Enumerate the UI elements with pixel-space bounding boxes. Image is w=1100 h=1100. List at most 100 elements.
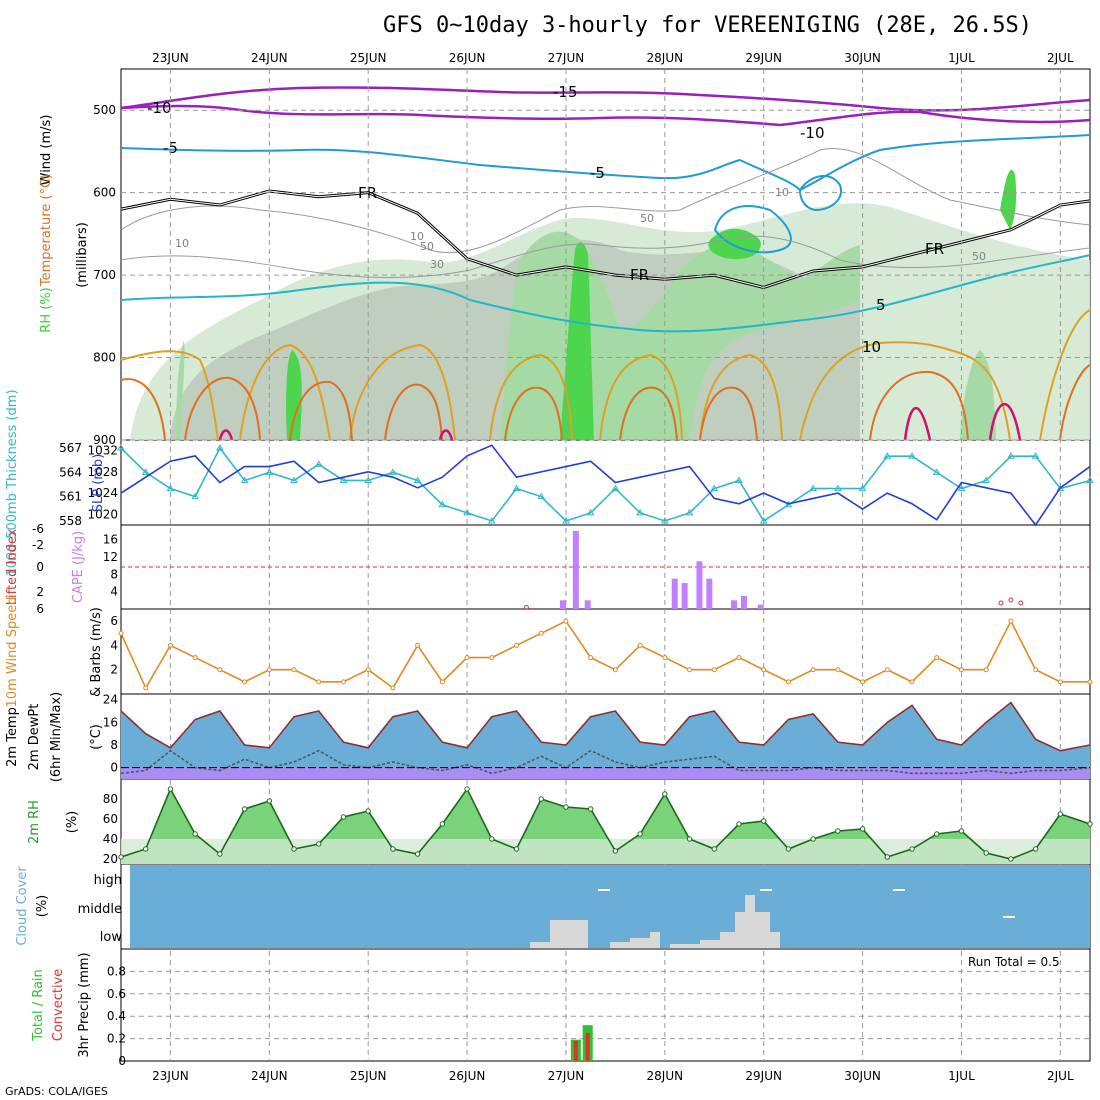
thickness-line-point — [512, 484, 521, 492]
cape-bar — [559, 600, 566, 609]
top-day-label: 29JUN — [745, 51, 782, 65]
thickness-line-point — [562, 516, 570, 524]
wind-speed-line-point — [439, 679, 445, 685]
wind-speed-line-point — [1057, 679, 1063, 685]
wind-speed-line-point — [711, 667, 717, 673]
contour-label: -5 — [590, 164, 605, 182]
thickness-line-point — [908, 452, 916, 459]
slp-series — [117, 444, 1094, 527]
wind-speed-line-point — [167, 642, 173, 648]
cape-bar — [696, 561, 703, 609]
wind-speed-line-point — [588, 655, 594, 661]
wind-speed-line-point — [637, 642, 643, 648]
axis-labels: 5006007008009001020102410281032558561564… — [32, 103, 126, 1068]
precip-panel — [120, 948, 1091, 1062]
thickness-line-point — [809, 484, 818, 492]
bottom-day-label: 24JUN — [251, 1069, 288, 1083]
bottom-day-label: 27JUN — [548, 1069, 585, 1083]
thickness-line-point — [191, 492, 200, 500]
thickness-line-point — [265, 468, 274, 475]
thickness-tick: 561 — [59, 490, 82, 504]
precip-series — [570, 1025, 593, 1061]
rh-line-point — [266, 798, 273, 804]
rh-tick: 20 — [103, 852, 118, 866]
wind-speed-line-point — [1008, 618, 1014, 624]
temp2m-axis-label: 2m Temp — [5, 707, 20, 767]
contour-label: 10 — [410, 230, 424, 243]
wind-speed-line-point — [761, 667, 767, 673]
wind10m-axis-label: 10m Wind Speed — [5, 597, 20, 708]
bottom-day-label: 1JUL — [948, 1069, 975, 1083]
li-point — [523, 605, 529, 610]
wind-speed-line-point — [934, 655, 940, 661]
wind-speed-line-point — [909, 679, 915, 685]
cape-bar — [757, 604, 764, 609]
pressure-axis-label: (millibars) — [75, 222, 90, 288]
cape-tick: 12 — [103, 550, 118, 564]
wind-speed-line-point — [143, 685, 149, 691]
wind-speed-line-point — [316, 679, 322, 685]
thickness-line — [120, 446, 1091, 523]
run-total: Run Total = 0.5 — [968, 955, 1060, 969]
rh-line-point — [414, 851, 421, 857]
rh-line-point — [340, 814, 347, 820]
total-rain-axis-label: Total / Rain — [31, 969, 46, 1042]
thickness-line-point — [1031, 452, 1040, 459]
temp-tick: 16 — [103, 715, 118, 729]
precip-tick: 0 — [118, 1054, 126, 1068]
rh-tick: 40 — [103, 832, 118, 846]
cloud-high-mark — [760, 889, 772, 891]
wind-speed-line-point — [860, 679, 866, 685]
contour-label: -10 — [147, 99, 172, 117]
top-day-label: 28JUN — [647, 51, 684, 65]
precip-conv-bar — [573, 1040, 578, 1061]
cloud-level-label: high — [94, 873, 122, 888]
cloud-level-label: low — [100, 930, 123, 945]
thickness-tick: 567 — [59, 441, 82, 455]
cape-bar — [671, 578, 678, 609]
thickness-line-point — [685, 508, 694, 516]
wind-speed-line-point — [983, 667, 989, 673]
wind-speed-line-point — [563, 618, 569, 624]
pressure-tick: 600 — [93, 186, 116, 200]
cloud-block — [530, 920, 588, 948]
contour-label: -10 — [800, 124, 825, 142]
contour-label: FR — [925, 240, 944, 258]
thickness-line-point — [117, 444, 125, 451]
top-day-labels: 23JUN 24JUN 25JUN 26JUN 27JUN 28JUN 29JUN 30JUN… — [152, 51, 1074, 65]
rh-line-point — [884, 854, 891, 860]
thickness-line-point — [858, 484, 867, 492]
rh-line-point — [686, 836, 693, 842]
wind-tick: 4 — [110, 638, 118, 652]
thickness-line-point — [784, 500, 793, 508]
thickness-line-point — [1007, 452, 1015, 459]
temp-line — [120, 701, 1091, 752]
rh-line-point — [810, 836, 816, 842]
pressure-tick: 700 — [93, 268, 116, 282]
cloud-series — [130, 865, 1090, 948]
wind-speed-line-point — [464, 655, 470, 661]
rh-units-label: (%) — [65, 811, 80, 834]
top-day-label: 25JUN — [350, 51, 387, 65]
rh-line-point — [241, 806, 248, 812]
rh-line-point — [736, 821, 742, 827]
rh-line-point — [1087, 821, 1093, 827]
rh-line-point — [662, 791, 668, 797]
pressure-tick: 500 — [93, 103, 116, 117]
pressure-tick: 800 — [93, 351, 116, 365]
rh2m-axis-label: 2m RH — [27, 800, 42, 844]
temp-series — [120, 701, 1091, 779]
minmax-axis-label: (6hr Min/Max) — [49, 692, 64, 782]
contour-label: 50 — [420, 240, 434, 253]
wind-speed-line-point — [884, 667, 890, 673]
temp-units-label: (°C) — [89, 724, 104, 750]
thickness-line-point — [833, 484, 842, 492]
wind-tick: 2 — [110, 663, 118, 677]
cloud-background — [130, 865, 1090, 948]
cape-bar — [681, 583, 688, 609]
top-day-label: 23JUN — [152, 51, 189, 65]
thickness-axis-label: 1000-500mb Thickness (dm) — [5, 389, 20, 576]
bottom-day-label: 29JUN — [745, 1069, 782, 1083]
cape-bar — [706, 578, 713, 609]
